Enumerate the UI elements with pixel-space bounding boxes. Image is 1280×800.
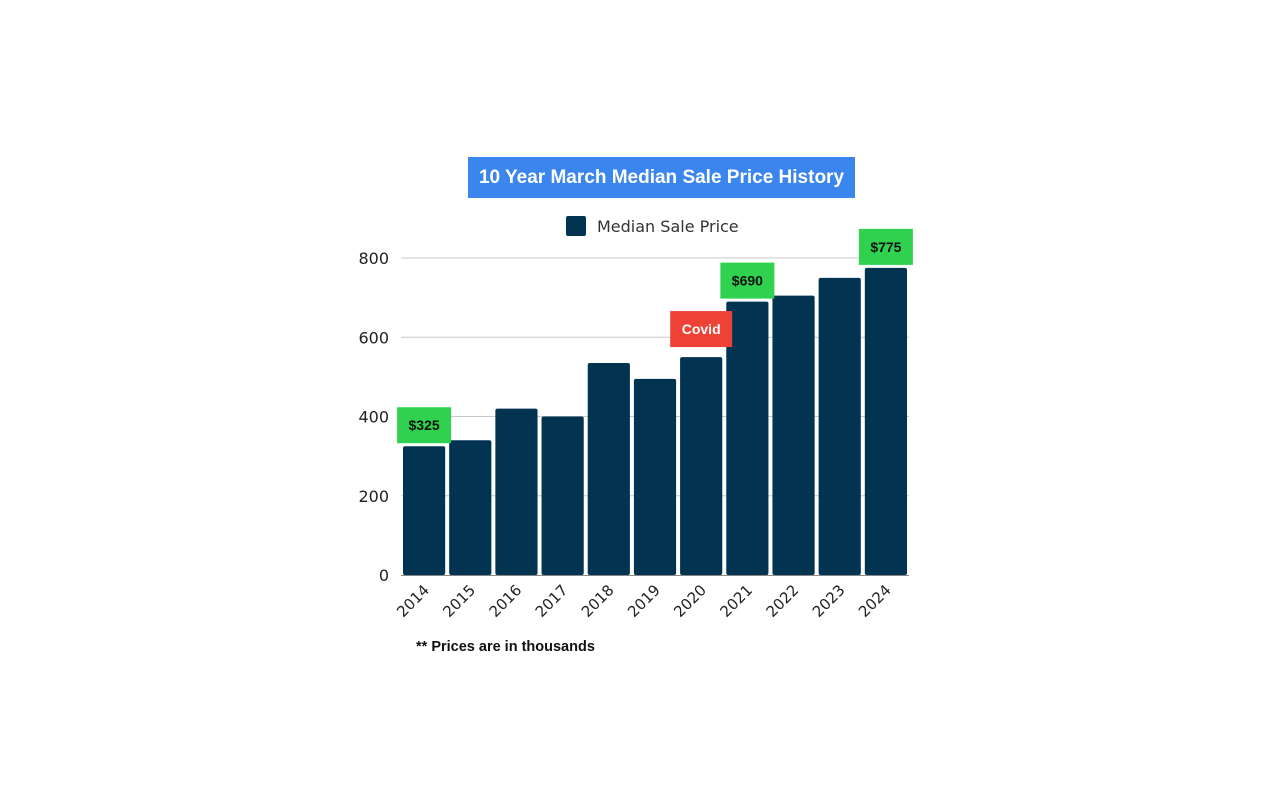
legend-swatch — [566, 216, 586, 236]
bar-2024 — [864, 267, 907, 575]
x-tick-label: 2020 — [670, 581, 710, 621]
x-tick-label: 2023 — [809, 581, 849, 621]
x-tick-label: 2015 — [439, 581, 479, 621]
bar-2018 — [587, 363, 630, 575]
legend-label: Median Sale Price — [597, 216, 739, 236]
bar-2023 — [818, 277, 861, 575]
x-tick-label: 2021 — [716, 581, 756, 621]
annotation-label-2014: $325 — [409, 417, 440, 433]
bar-2017 — [541, 416, 584, 575]
bar-2016 — [495, 408, 538, 575]
x-tick-label: 2017 — [532, 581, 572, 621]
annotation-badge-2020 — [670, 311, 733, 348]
annotation-label-2020: Covid — [682, 321, 721, 337]
bar-2014 — [403, 446, 446, 575]
bar-2020 — [680, 357, 723, 575]
y-tick-label: 600 — [358, 328, 389, 347]
annotation-badge-2021 — [720, 262, 775, 299]
x-tick-label: 2018 — [578, 581, 618, 621]
annotation-label-2024: $775 — [870, 239, 901, 255]
x-tick-label: 2016 — [486, 581, 526, 621]
bar-2015 — [449, 440, 492, 575]
y-tick-label: 200 — [358, 487, 389, 506]
footnote: ** Prices are in thousands — [416, 639, 595, 655]
y-tick-label: 800 — [358, 249, 389, 268]
chart-title: 10 Year March Median Sale Price History — [468, 157, 855, 198]
chart-legend: Median Sale Price — [566, 216, 739, 236]
x-tick-label: 2024 — [855, 581, 895, 621]
annotation-badge-2014 — [397, 407, 452, 444]
x-tick-label: 2014 — [393, 581, 433, 621]
bar-2021 — [726, 301, 769, 575]
annotation-label-2021: $690 — [732, 273, 763, 289]
x-tick-label: 2022 — [763, 581, 803, 621]
annotation-badge-2024 — [858, 228, 913, 265]
y-tick-label: 400 — [358, 408, 389, 427]
y-tick-label: 0 — [379, 566, 389, 585]
bar-2019 — [633, 378, 677, 575]
bar-2022 — [772, 295, 815, 575]
x-tick-label: 2019 — [624, 581, 664, 621]
